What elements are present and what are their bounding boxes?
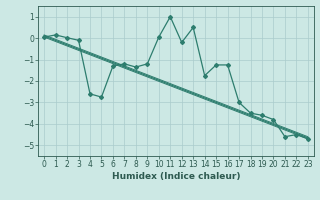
X-axis label: Humidex (Indice chaleur): Humidex (Indice chaleur) — [112, 172, 240, 181]
